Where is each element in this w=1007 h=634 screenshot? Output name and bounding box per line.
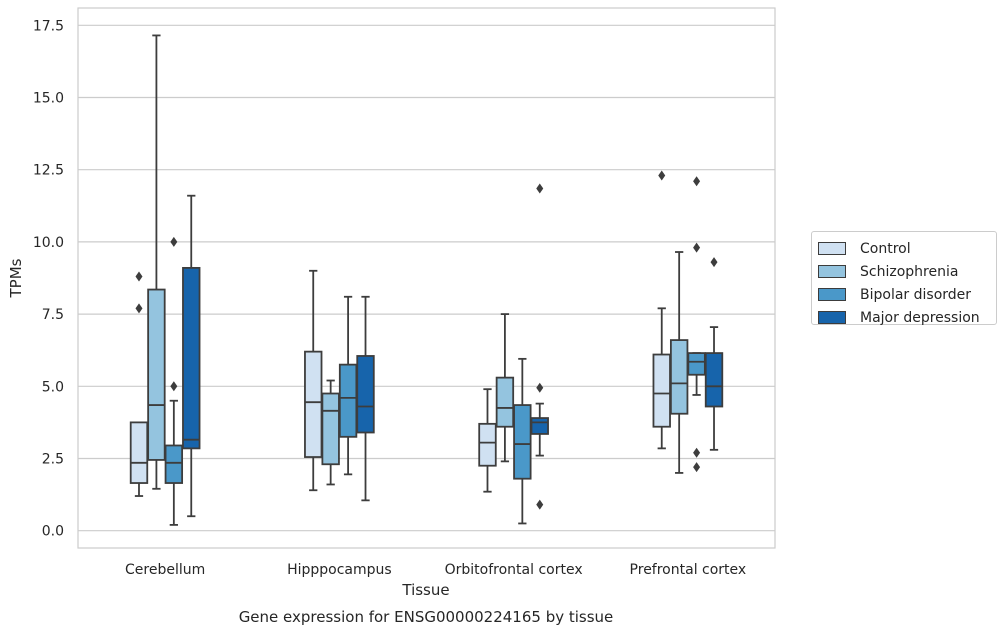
legend: Control Schizophrenia Bipolar disorder M…	[811, 231, 997, 326]
box-body	[495, 376, 515, 428]
outlier-marker	[135, 271, 143, 282]
x-axis-label: Tissue	[401, 581, 449, 599]
box-body	[304, 350, 323, 458]
outlier-marker	[658, 170, 666, 181]
y-tick-label: 0.0	[42, 524, 64, 540]
x-tick-label-hipppocampus: Hipppocampus	[287, 562, 392, 578]
y-tick-label: 15.0	[33, 91, 64, 107]
legend-item-major-depression: Major depression	[818, 306, 996, 329]
box-prefrontal-cortex-major-depression	[704, 257, 724, 451]
legend-label-major-depression: Major depression	[860, 309, 980, 326]
legend-label-control: Control	[860, 240, 911, 257]
y-tick-label: 10.0	[33, 235, 64, 251]
outlier-marker	[170, 236, 178, 247]
outlier-marker	[710, 257, 718, 268]
box-body	[669, 339, 689, 415]
y-tick-label: 7.5	[42, 307, 64, 323]
y-tick-label: 12.5	[33, 163, 64, 179]
outlier-marker	[693, 176, 701, 187]
legend-label-bipolar-disorder: Bipolar disorder	[860, 286, 972, 303]
box-body	[129, 421, 149, 484]
box-cerebellum-bipolar-disorder	[164, 236, 184, 526]
box-cerebellum-major-depression	[182, 194, 201, 518]
outlier-marker	[693, 242, 701, 253]
legend-swatch-major-depression	[818, 311, 846, 324]
box-body	[338, 363, 358, 438]
box-orbitofrontal-cortex-major-depression	[530, 183, 549, 510]
box-prefrontal-cortex-control	[652, 170, 671, 450]
x-tick-label-prefrontal-cortex: Prefrontal cortex	[630, 562, 747, 578]
box-body	[687, 352, 706, 376]
box-body	[164, 444, 184, 484]
y-tick-label: 5.0	[42, 379, 64, 395]
x-tick-labels: Cerebellum Hipppocampus Orbitofrontal cort…	[125, 562, 746, 578]
box-hipppocampus-control	[304, 269, 323, 492]
legend-label-schizophrenia: Schizophrenia	[860, 263, 959, 280]
box-orbitofrontal-cortex-control	[478, 388, 497, 493]
legend-swatch-schizophrenia	[818, 265, 846, 278]
y-tick-label: 17.5	[33, 18, 64, 34]
plot-frame	[77, 7, 776, 549]
box-hipppocampus-major-depression	[356, 295, 375, 502]
box-groups	[129, 34, 724, 526]
x-tick-label-cerebellum: Cerebellum	[125, 562, 205, 578]
box-body	[182, 266, 201, 450]
outlier-marker	[135, 303, 143, 314]
box-body	[147, 288, 166, 461]
outlier-marker	[536, 183, 544, 194]
y-tick-labels: 0.0 2.5 5.0 7.5 10.0 12.5 15.0 17.5	[33, 18, 64, 539]
box-body	[478, 422, 497, 467]
legend-swatch-control	[818, 242, 846, 255]
legend-item-schizophrenia: Schizophrenia	[818, 260, 996, 283]
box-cerebellum-control	[129, 271, 149, 497]
x-tick-label-orbitofrontal-cortex: Orbitofrontal cortex	[445, 562, 583, 578]
box-body	[530, 417, 549, 435]
y-tick-label: 2.5	[42, 451, 64, 467]
box-body	[704, 352, 724, 408]
outlier-marker	[170, 381, 178, 392]
legend-item-bipolar-disorder: Bipolar disorder	[818, 283, 996, 306]
legend-swatch-bipolar-disorder	[818, 288, 846, 301]
box-body	[356, 355, 375, 434]
box-hipppocampus-schizophrenia	[321, 379, 340, 486]
y-axis-label: TPMs	[7, 258, 25, 298]
chart-caption: Gene expression for ENSG00000224165 by t…	[239, 608, 614, 626]
box-cerebellum-schizophrenia	[147, 34, 166, 490]
box-orbitofrontal-cortex-bipolar-disorder	[513, 357, 532, 525]
outlier-marker	[536, 382, 544, 393]
outlier-marker	[693, 447, 701, 458]
box-body	[652, 353, 671, 428]
outlier-marker	[693, 462, 701, 473]
outlier-marker	[536, 499, 544, 510]
box-body	[321, 392, 340, 466]
box-prefrontal-cortex-schizophrenia	[669, 251, 689, 474]
legend-item-control: Control	[818, 237, 996, 260]
box-hipppocampus-bipolar-disorder	[338, 295, 358, 476]
box-orbitofrontal-cortex-schizophrenia	[495, 313, 515, 463]
box-body	[513, 404, 532, 480]
box-prefrontal-cortex-bipolar-disorder	[687, 176, 706, 473]
